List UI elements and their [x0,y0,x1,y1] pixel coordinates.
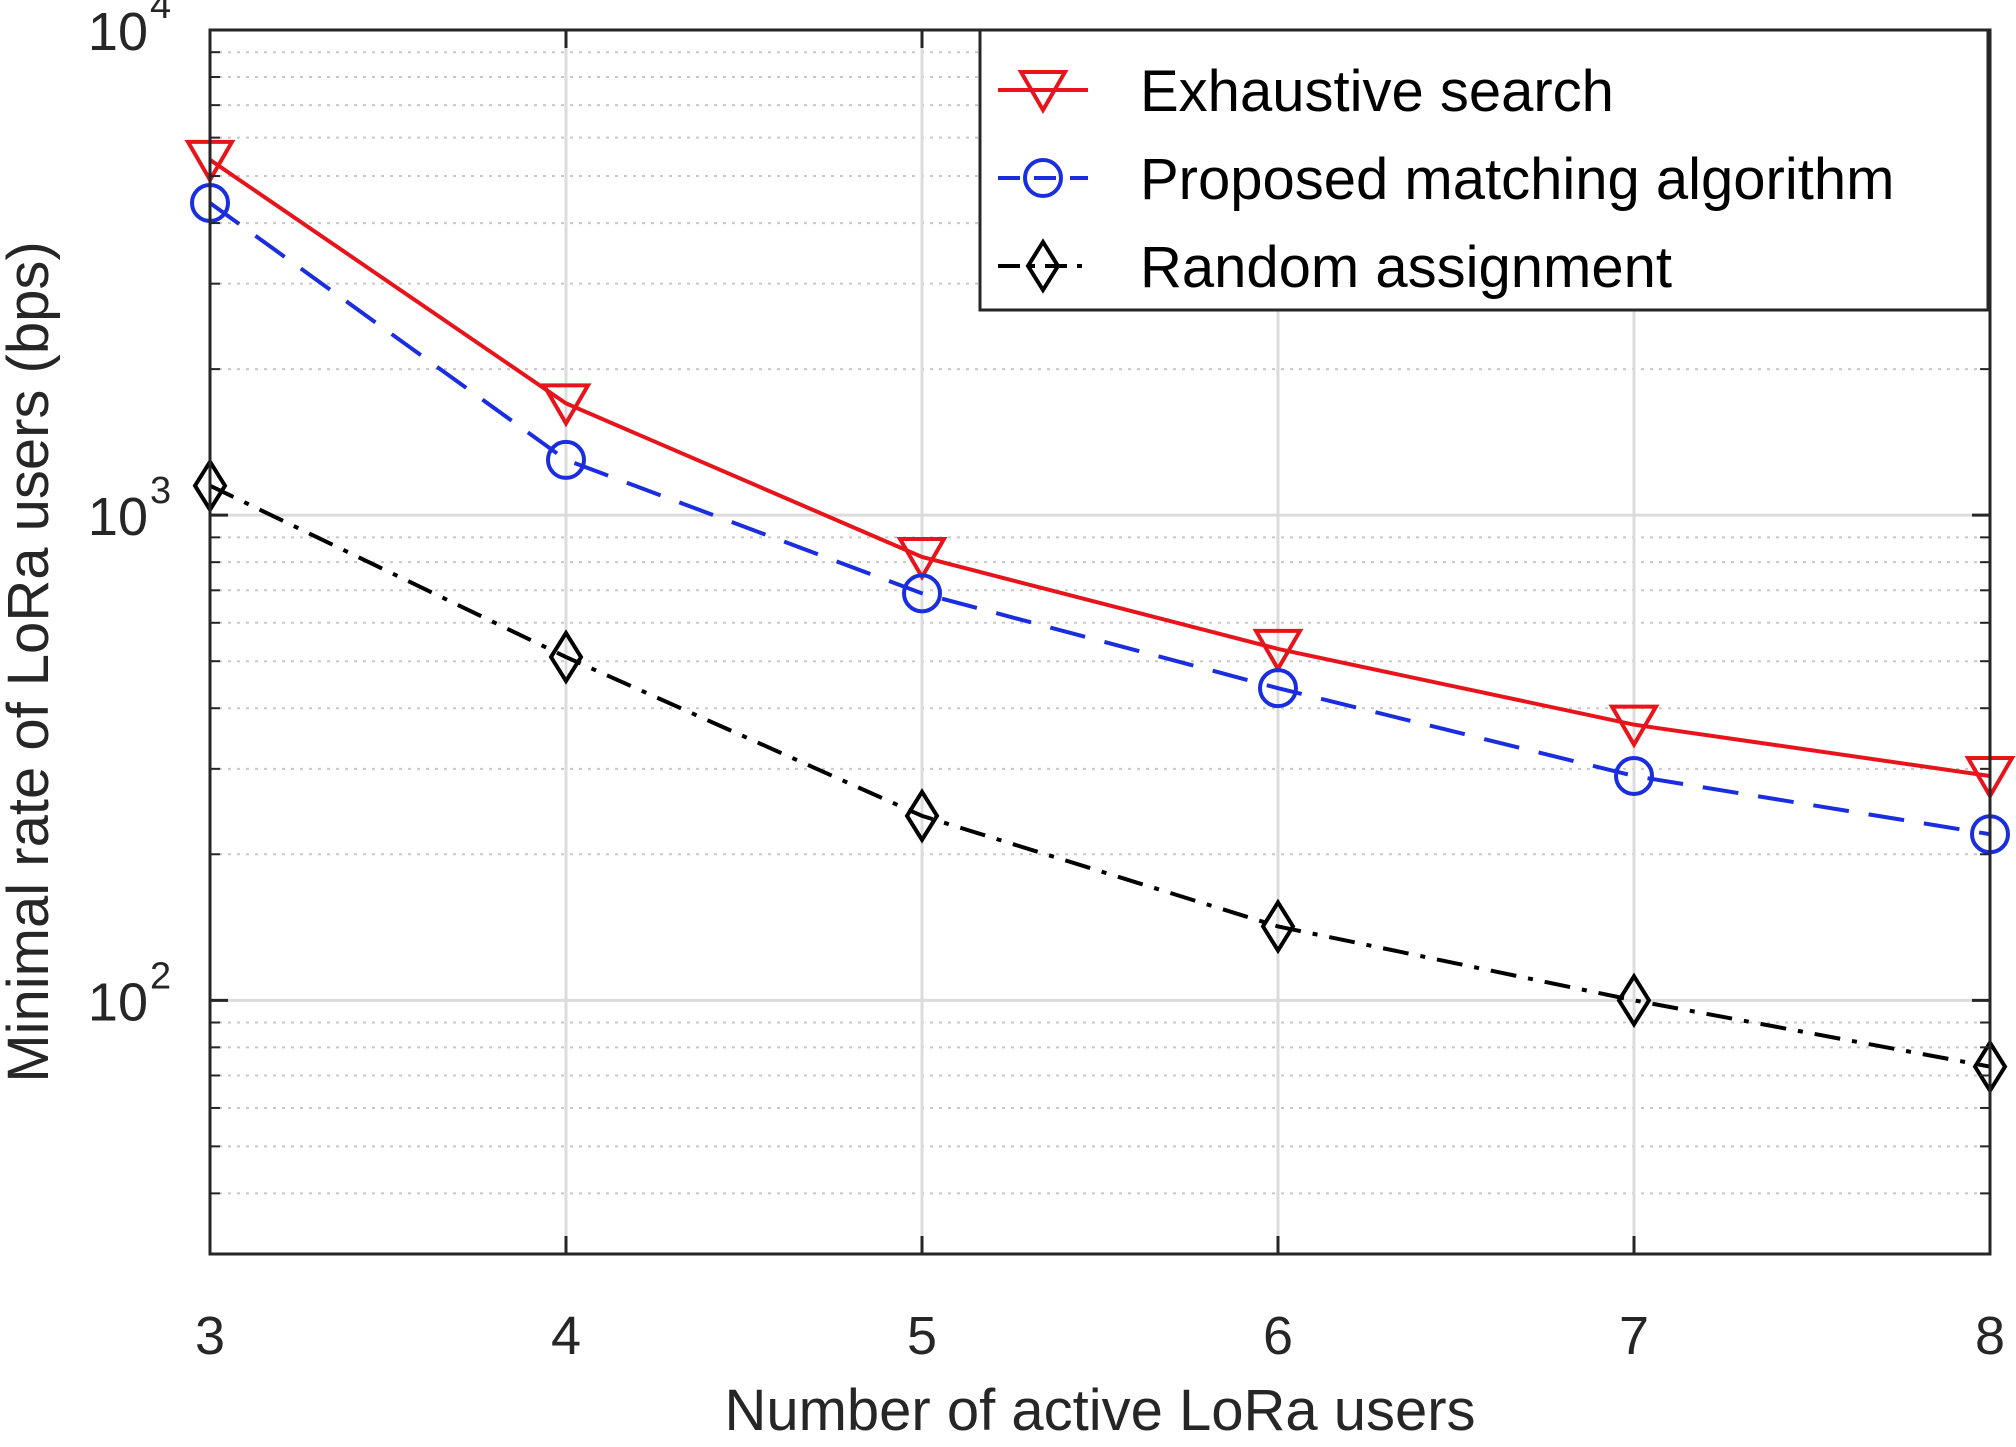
legend-box [978,28,1990,312]
data-point [904,788,940,844]
y-tick-base: 10 [88,487,148,547]
data-point [1258,668,1298,709]
legend-item: Random assignment [998,235,1672,300]
series-2 [192,457,2008,1095]
x-tick-label: 4 [551,1306,581,1366]
x-tick-label: 5 [907,1306,937,1366]
legend-item: Exhaustive search [998,59,1614,124]
x-tick-labels: 3 4 5 6 7 8 [195,1306,2005,1366]
series-line [208,158,1991,778]
data-point [902,573,942,614]
y-axis-label: Minimal rate of LoRa users (bps) [0,241,61,1082]
data-point [1260,898,1296,955]
legend-marker [1017,70,1069,114]
data-point [540,383,592,428]
data-point [1614,755,1654,796]
y-tick-exponent: 3 [150,470,171,512]
legend: Exhaustive search Proposed matching algor… [978,28,1990,312]
legend-label: Random assignment [1140,235,1672,300]
data-point [1616,972,1652,1029]
x-tick-label: 6 [1263,1306,1293,1366]
legend-label: Exhaustive search [1140,59,1614,124]
legend-item: Proposed matching algorithm [998,147,1894,212]
y-tick-exponent: 4 [150,0,171,27]
y-tick-label: 10 [88,972,148,1032]
axis-ticks [208,28,1992,1255]
legend-marker [1025,238,1061,294]
series-layer [184,139,2016,1095]
legend-label: Proposed matching algorithm [1140,147,1894,212]
y-tick-base: 10 [88,2,148,62]
data-point [896,536,948,581]
series-line [208,201,1991,837]
legend-marker [1023,158,1063,198]
x-tick-label: 8 [1975,1306,2005,1366]
y-tick-exponent: 2 [150,955,171,997]
y-tick-base: 10 [88,972,148,1032]
data-point [1252,628,1304,673]
x-axis-label: Number of active LoRa users [724,1378,1475,1443]
y-tick-label: 10 [88,2,148,62]
series-0 [184,139,2016,800]
series-line [209,483,1991,1069]
data-point [1608,704,1660,749]
x-tick-label: 7 [1619,1306,1649,1366]
y-tick-label: 10 [88,487,148,547]
data-point [546,439,586,480]
data-point [548,629,584,685]
x-tick-label: 3 [195,1306,225,1366]
